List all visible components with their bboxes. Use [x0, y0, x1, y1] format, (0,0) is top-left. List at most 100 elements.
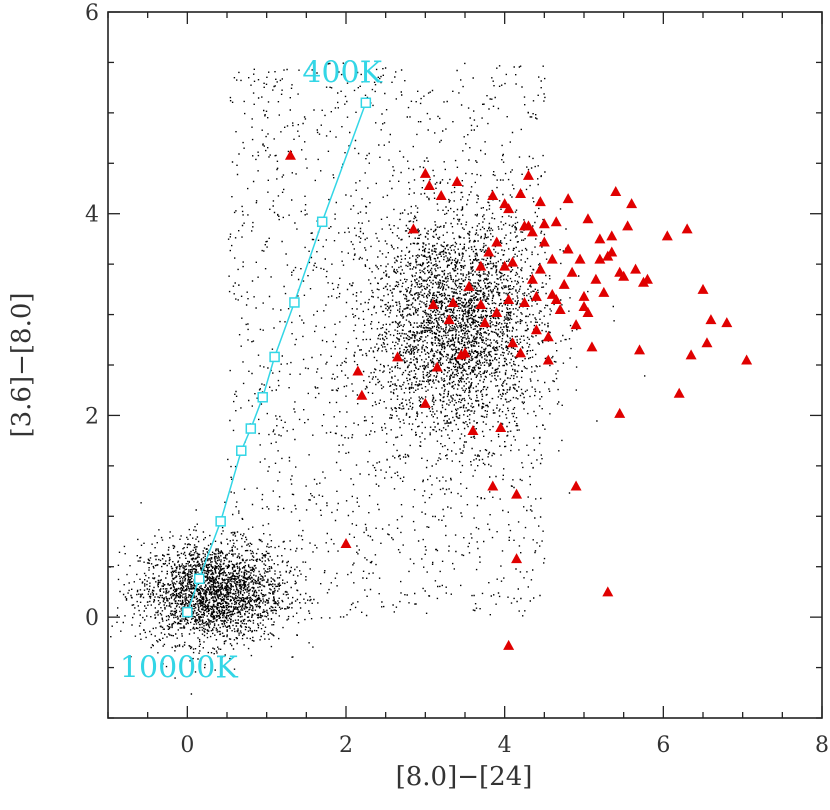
triangle-marker: [503, 293, 515, 304]
triangle-marker: [641, 273, 653, 284]
triangle-marker: [447, 296, 459, 307]
track-marker: [245, 423, 257, 434]
triangle-marker: [507, 337, 519, 348]
triangle-marker: [614, 266, 626, 277]
triangle-marker: [542, 354, 554, 365]
triangle-marker: [550, 293, 562, 304]
triangle-marker: [610, 186, 622, 197]
triangle-marker: [419, 167, 431, 178]
triangle-marker: [594, 233, 606, 244]
triangle-marker: [602, 586, 614, 597]
annotation-400k: 400K: [302, 56, 382, 91]
triangle-marker: [554, 304, 566, 315]
blackbody-track: [182, 97, 372, 618]
triangle-marker: [511, 488, 523, 499]
triangle-marker: [491, 307, 503, 318]
triangle-marker: [352, 365, 364, 376]
triangle-marker: [423, 179, 435, 190]
track-marker: [316, 216, 328, 228]
y-tick-label: 0: [85, 606, 99, 631]
triangle-marker: [570, 480, 582, 491]
triangle-marker: [630, 263, 642, 274]
red-triangles: [284, 149, 753, 650]
triangle-marker: [284, 149, 296, 160]
triangle-marker: [463, 280, 475, 291]
x-axis-label: [8.0]−[24]: [396, 762, 533, 792]
track-marker: [289, 297, 300, 308]
triangle-marker: [697, 283, 709, 294]
triangle-marker: [586, 341, 598, 352]
triangle-marker: [427, 298, 439, 309]
triangle-marker: [570, 319, 582, 330]
triangle-marker: [582, 213, 594, 224]
annotation-10000k: 10000K: [120, 651, 238, 686]
triangle-marker: [626, 198, 638, 209]
triangle-marker: [594, 253, 606, 264]
x-tick-label: 6: [656, 733, 670, 758]
x-tick-label: 0: [180, 733, 194, 758]
triangle-marker: [475, 260, 487, 271]
triangle-marker: [701, 337, 713, 348]
triangle-marker: [431, 361, 443, 372]
track-marker: [257, 392, 268, 403]
background-points: [109, 62, 646, 695]
triangle-marker: [522, 220, 534, 231]
triangle-marker: [566, 266, 578, 277]
x-tick-label: 4: [498, 733, 512, 758]
triangle-marker: [634, 344, 646, 355]
axis-ticks: [107, 11, 823, 719]
triangle-marker: [503, 203, 515, 214]
triangle-marker: [546, 253, 558, 264]
triangle-marker: [443, 314, 455, 325]
triangle-marker: [526, 226, 538, 237]
triangle-marker: [562, 193, 574, 204]
triangle-marker: [530, 324, 542, 335]
triangle-marker: [598, 286, 610, 297]
triangle-marker: [459, 347, 471, 358]
triangle-marker: [534, 196, 546, 207]
triangle-marker: [685, 349, 697, 360]
triangle-marker: [578, 301, 590, 312]
triangle-marker: [614, 407, 626, 418]
track-marker: [236, 445, 247, 456]
point-cloud: [109, 62, 646, 695]
triangle-marker: [356, 389, 368, 400]
x-tick-label: 8: [815, 733, 829, 758]
triangle-marker: [574, 253, 586, 264]
triangle-marker: [515, 188, 527, 199]
track-line: [186, 102, 367, 613]
y-axis-label: [3.6]−[8.0]: [7, 292, 37, 437]
triangle-marker: [407, 223, 419, 234]
triangle-marker: [562, 243, 574, 254]
triangle-marker: [661, 230, 673, 241]
y-tick-label: 6: [85, 1, 99, 26]
triangle-marker: [590, 273, 602, 284]
triangle-marker: [515, 347, 527, 358]
track-marker: [269, 351, 280, 363]
triangle-marker: [705, 314, 717, 325]
track-marker: [360, 97, 372, 109]
triangle-marker: [495, 422, 507, 433]
triangle-marker: [435, 190, 447, 201]
triangle-marker: [550, 216, 562, 227]
track-marker: [215, 516, 226, 527]
triangle-marker: [582, 307, 594, 318]
triangle-marker: [491, 236, 503, 247]
triangle-marker: [673, 387, 685, 398]
triangle-marker: [503, 639, 515, 650]
triangle-marker: [578, 290, 590, 301]
triangle-marker: [475, 298, 487, 309]
x-tick-label: 2: [339, 733, 353, 758]
triangle-marker: [622, 220, 634, 231]
triangle-marker: [522, 169, 534, 180]
triangle-marker: [530, 290, 542, 301]
triangle-marker: [519, 296, 530, 307]
triangle-marker: [419, 397, 431, 408]
triangle-marker: [483, 246, 495, 257]
plot-frame: [107, 11, 823, 719]
triangle-marker: [602, 250, 614, 261]
triangle-marker: [392, 351, 404, 362]
triangle-marker: [467, 425, 479, 436]
triangle-marker: [534, 263, 546, 274]
